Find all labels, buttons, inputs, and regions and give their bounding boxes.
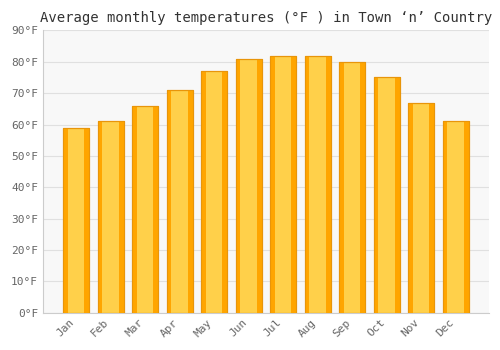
Bar (188, 90, 192, 313)
Bar (132, 106, 158, 313)
Bar (339, 62, 365, 313)
Bar (201, 71, 206, 313)
Bar (98, 121, 102, 313)
Bar (292, 56, 296, 313)
Bar (326, 56, 330, 313)
Title: Average monthly temperatures (°F ) in Town ‘n’ Country: Average monthly temperatures (°F ) in To… (40, 11, 492, 25)
Bar (257, 59, 262, 313)
Bar (98, 121, 124, 313)
Bar (360, 62, 365, 313)
Bar (166, 90, 192, 313)
Bar (408, 103, 434, 313)
Bar (442, 121, 468, 313)
Bar (119, 121, 124, 313)
Bar (304, 56, 330, 313)
Bar (408, 103, 434, 313)
Bar (339, 62, 365, 313)
Bar (442, 121, 448, 313)
Bar (464, 121, 468, 313)
Bar (430, 103, 434, 313)
Bar (132, 106, 158, 313)
Bar (304, 56, 310, 313)
Bar (166, 90, 192, 313)
Bar (270, 56, 296, 313)
Bar (63, 128, 68, 313)
Bar (236, 59, 262, 313)
Bar (374, 77, 400, 313)
Bar (395, 77, 400, 313)
Bar (63, 128, 89, 313)
Bar (201, 71, 227, 313)
Bar (304, 56, 330, 313)
Bar (442, 121, 468, 313)
Bar (63, 128, 89, 313)
Bar (201, 71, 227, 313)
Bar (166, 90, 172, 313)
Bar (339, 62, 344, 313)
Bar (132, 106, 137, 313)
Bar (84, 128, 89, 313)
Bar (408, 103, 413, 313)
Bar (154, 106, 158, 313)
Bar (98, 121, 124, 313)
Bar (236, 59, 240, 313)
Bar (270, 56, 275, 313)
Bar (222, 71, 227, 313)
Bar (270, 56, 296, 313)
Bar (374, 77, 378, 313)
Bar (374, 77, 400, 313)
Bar (236, 59, 262, 313)
